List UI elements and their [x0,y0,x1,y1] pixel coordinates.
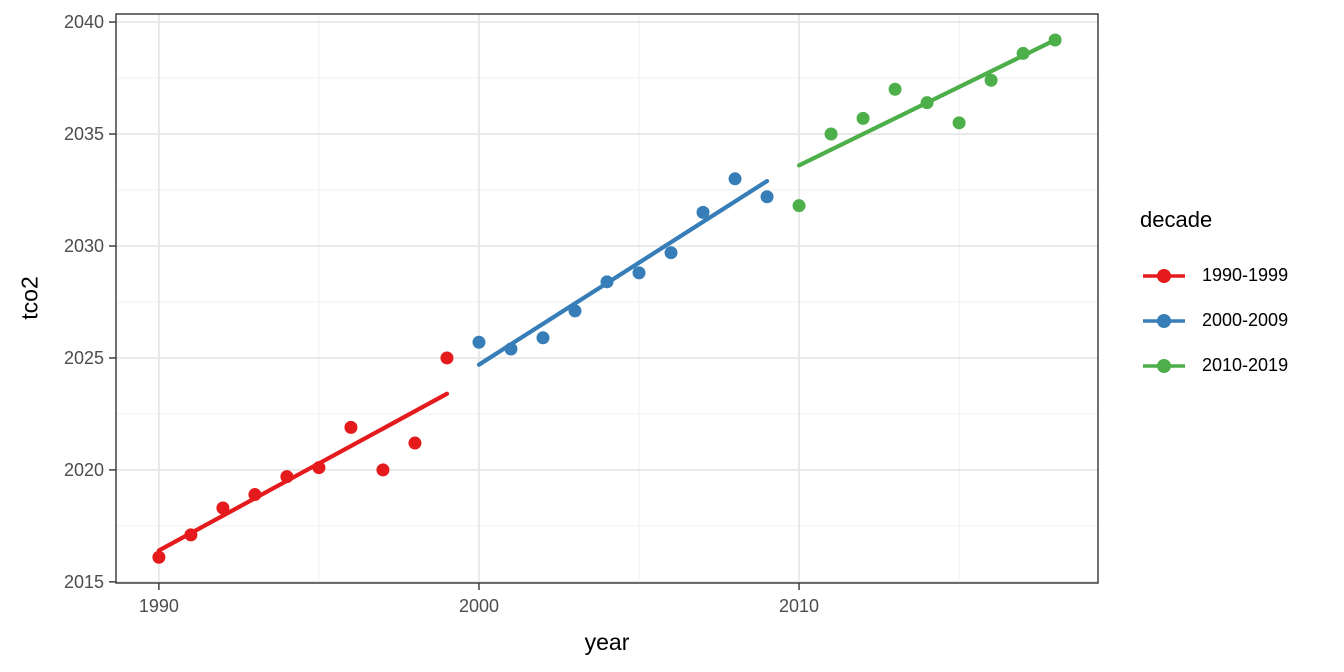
y-axis-title: tco2 [16,276,43,320]
legend-label: 2010-2019 [1202,355,1289,375]
legend: decade 1990-1999 2000-2009 2010-2019 [1140,207,1288,388]
legend-label: 2000-2009 [1202,310,1289,330]
legend-key-point [1157,268,1171,283]
legend-key-icon [1143,268,1185,283]
legend-title: decade [1140,207,1213,232]
data-point [216,501,230,515]
y-tick-label: 2035 [64,124,104,144]
x-tick-label: 2010 [779,596,819,616]
data-point [792,199,806,213]
y-tick-label: 2040 [64,12,104,32]
data-point [536,331,550,345]
data-point [984,73,998,87]
legend-entries: 1990-1999 2000-2009 2010-2019 [1140,253,1288,388]
data-point [760,190,774,204]
y-tick-label: 2025 [64,348,104,368]
data-point [440,351,454,365]
legend-key-icon [1143,358,1185,373]
panel-background [116,14,1098,583]
data-point [952,116,966,130]
panel-border [115,13,1099,584]
data-point [888,82,902,96]
x-tick-label: 2000 [459,596,499,616]
data-point [376,463,390,477]
trend-line [476,178,770,367]
data-point [152,550,166,564]
data-point [824,127,838,141]
legend-entry: 2010-2019 [1140,343,1288,388]
y-tick-label: 2030 [64,236,104,256]
trend-line [796,37,1058,168]
data-point [664,246,678,260]
data-point [856,111,870,125]
data-point [728,172,742,186]
y-tick-label: 2015 [64,572,104,592]
data-point [472,335,486,349]
x-axis-title: year [584,629,630,655]
data-point [632,266,646,280]
legend-entry: 2000-2009 [1140,298,1288,343]
legend-key-point [1157,313,1171,328]
data-point [696,205,710,219]
legend-label: 1990-1999 [1202,265,1289,285]
x-tick-label: 1990 [139,596,179,616]
legend-entry: 1990-1999 [1140,253,1288,298]
data-point [408,436,422,450]
trend-line [156,391,450,553]
data-point [344,420,358,434]
legend-key-icon [1143,313,1185,328]
y-tick-label: 2020 [64,460,104,480]
legend-key-point [1157,358,1171,373]
